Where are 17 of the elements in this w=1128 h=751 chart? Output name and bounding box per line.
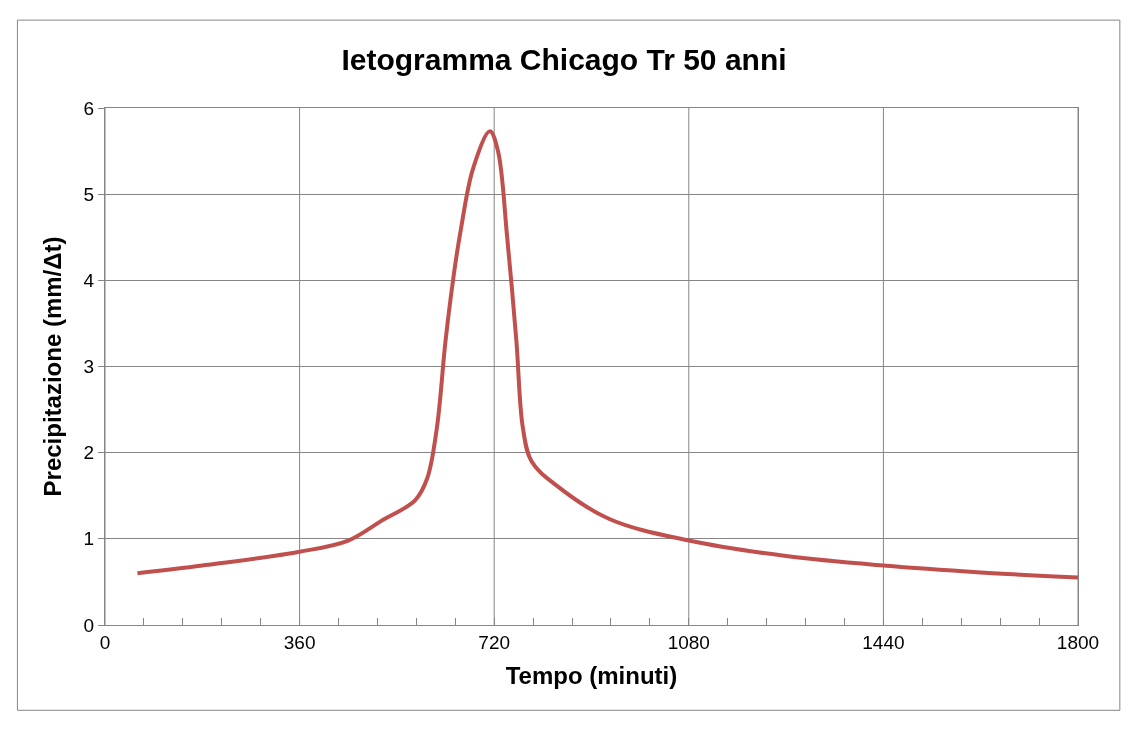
y-tick-label: 5: [83, 183, 95, 205]
chart-title: Ietogramma Chicago Tr 50 anni: [341, 42, 787, 76]
x-tick-label: 1800: [1056, 631, 1100, 653]
y-tick-label: 3: [83, 356, 95, 378]
x-axis-title: Tempo (minuti): [505, 662, 678, 690]
y-tick-label: 2: [83, 442, 95, 464]
y-tick-label: 0: [83, 614, 95, 636]
y-tick-label: 4: [83, 269, 95, 291]
x-tick-label: 360: [283, 631, 316, 653]
x-tick-label: 1080: [667, 631, 710, 653]
line-series: [135, 129, 1078, 580]
x-tick-label: 1440: [862, 631, 905, 653]
x-tick-label: 0: [99, 631, 111, 653]
y-tick-label: 6: [83, 97, 95, 119]
y-tick-label: 1: [83, 528, 95, 550]
x-tick-label: 720: [478, 631, 511, 653]
y-axis-title: Precipitazione (mm/Δt): [38, 236, 66, 497]
